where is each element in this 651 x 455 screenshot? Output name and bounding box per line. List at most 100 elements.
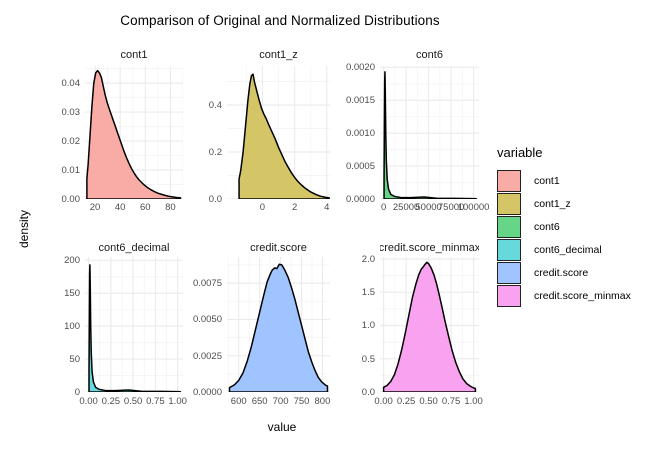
x-tick-label: 0.00 — [374, 396, 393, 407]
legend-key-swatch — [497, 192, 521, 215]
legend-key-swatch — [497, 284, 521, 307]
legend-label: cont6_decimal — [534, 243, 602, 256]
y-tick-label: 0.2 — [208, 147, 222, 158]
x-tick-label: 75000 — [437, 202, 465, 213]
y-tick-label: 50 — [69, 354, 80, 366]
plot-title: Comparison of Original and Normalized Di… — [120, 13, 440, 28]
facet-panel — [227, 66, 330, 199]
y-tick-label: 0.0025 — [192, 350, 222, 362]
legend-entry: cont6 — [497, 215, 647, 238]
x-tick-label: 80 — [165, 202, 176, 213]
y-tick-label: 0.0 — [361, 387, 375, 398]
x-tick-label: 0.25 — [396, 396, 416, 407]
density-area — [88, 264, 182, 392]
y-tick-label: 0.0005 — [345, 161, 375, 173]
y-tick-label: 0.02 — [61, 136, 81, 148]
density-plot-svg — [380, 257, 479, 392]
y-axis-title: density — [17, 209, 31, 249]
x-tick-label: 25000 — [392, 202, 420, 213]
density-area — [382, 261, 477, 392]
facet-strip-label: cont1 — [120, 49, 148, 61]
y-tick-label: 0.0050 — [192, 314, 222, 326]
legend-key-swatch — [497, 238, 521, 261]
y-tick-label: 0.0020 — [345, 62, 375, 74]
y-tick-label: 0.04 — [61, 78, 81, 90]
density-plot-svg — [380, 66, 479, 199]
x-tick-label: 0.75 — [441, 396, 461, 407]
y-tick-label: 0.03 — [61, 107, 81, 119]
x-tick-label: 800 — [314, 396, 331, 407]
x-tick-label: 100000 — [457, 202, 490, 213]
x-tick-label: 40 — [114, 202, 126, 213]
legend: variable cont1 cont1_z cont6 cont6_decimal c… — [497, 145, 647, 307]
y-tick-label: 0.0075 — [192, 278, 222, 290]
x-tick-label: 0 — [380, 202, 387, 213]
legend-label: credit.score — [534, 266, 589, 279]
y-tick-label: 100 — [64, 321, 80, 333]
legend-key-swatch — [497, 261, 521, 284]
density-plot-svg — [227, 66, 330, 199]
x-tick-label: 1.00 — [464, 396, 483, 407]
y-tick-label: 0.0 — [208, 194, 222, 205]
legend-entry: cont1_z — [497, 192, 647, 215]
x-axis-title: value — [267, 420, 297, 434]
legend-entry: credit.score_minmax — [497, 284, 647, 307]
legend-key-swatch — [497, 169, 521, 192]
x-tick-label: 0.00 — [79, 396, 98, 407]
y-tick-label: 200 — [64, 255, 80, 267]
y-tick-label: 0 — [74, 387, 80, 398]
facet-strip-label: credit.score_minmax — [380, 242, 479, 254]
density-area — [86, 69, 182, 199]
y-tick-label: 0.00 — [61, 194, 81, 205]
legend-key-swatch — [497, 215, 521, 238]
legend-entries: cont1 cont1_z cont6 cont6_decimal credit.sco… — [497, 169, 647, 307]
y-tick-label: 150 — [64, 288, 80, 300]
facet-panel — [380, 66, 479, 199]
legend-label: cont1 — [534, 174, 560, 187]
x-tick-label: 1.00 — [168, 396, 187, 407]
density-area — [238, 73, 330, 199]
legend-title: variable — [497, 145, 543, 160]
x-tick-label: 0.50 — [123, 396, 143, 407]
legend-label: cont6 — [534, 220, 560, 233]
x-tick-label: 50000 — [415, 202, 442, 213]
density-area — [383, 71, 478, 199]
y-tick-label: 0.0000 — [345, 194, 375, 205]
x-tick-label: 750 — [293, 396, 310, 407]
facet-panel — [380, 257, 479, 392]
x-tick-label: 600 — [230, 396, 247, 407]
legend-entry: cont6_decimal — [497, 238, 647, 261]
legend-entry: cont1 — [497, 169, 647, 192]
density-plot-svg — [227, 257, 330, 392]
density-plot-svg — [85, 66, 183, 199]
y-tick-label: 0.0015 — [345, 95, 375, 107]
y-tick-label: 0.01 — [61, 165, 81, 177]
x-tick-label: 0.25 — [101, 396, 121, 407]
x-tick-label: 4 — [324, 202, 330, 213]
y-tick-label: 0.5 — [361, 353, 375, 365]
facet-strip-label: cont6 — [416, 49, 443, 61]
facet-strip-label: credit.score — [250, 242, 307, 254]
density-area — [228, 263, 329, 392]
legend-label: cont1_z — [534, 197, 571, 210]
x-tick-label: 650 — [251, 396, 268, 407]
y-tick-label: 1.5 — [361, 287, 375, 299]
y-tick-label: 1.0 — [361, 320, 375, 332]
x-tick-label: 60 — [140, 202, 151, 213]
legend-label: credit.score_minmax — [534, 289, 631, 302]
facet-panel — [85, 66, 183, 199]
x-tick-label: 700 — [272, 396, 289, 407]
y-tick-label: 0.0000 — [192, 387, 222, 398]
y-tick-label: 2.0 — [361, 253, 375, 265]
x-tick-label: 0.50 — [419, 396, 438, 407]
facet-panel — [85, 257, 183, 392]
x-tick-label: 2 — [291, 202, 298, 213]
legend-entry: credit.score — [497, 261, 647, 284]
x-tick-label: 20 — [89, 202, 101, 213]
y-tick-label: 0.0010 — [345, 128, 375, 140]
facet-strip-label: cont1_z — [259, 49, 298, 61]
x-tick-label: 0 — [259, 202, 266, 213]
density-plot-svg — [85, 257, 183, 392]
y-tick-label: 0.4 — [208, 100, 222, 111]
